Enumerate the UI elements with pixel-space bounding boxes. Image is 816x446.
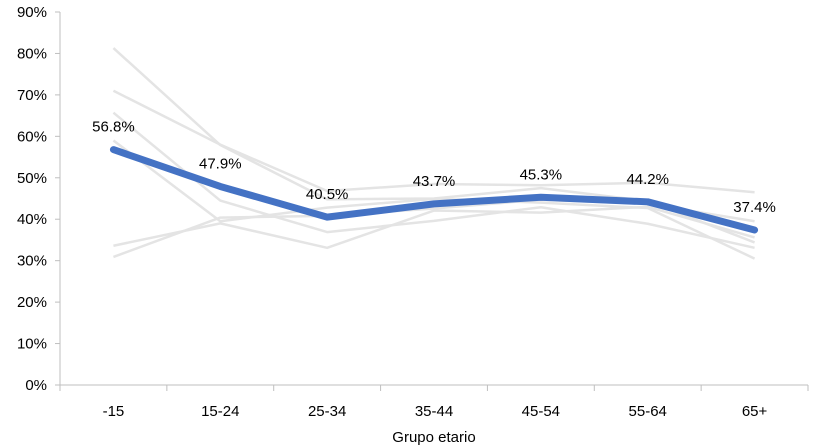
background-series xyxy=(112,47,756,260)
background-series-line xyxy=(113,205,755,250)
y-tick-label: 80% xyxy=(17,45,47,62)
x-tick-label: 35-44 xyxy=(415,403,453,420)
data-labels: 56.8% 47.9% 40.5% 43.7% 45.3% 44.2% 37.4% xyxy=(92,119,776,216)
data-label: 40.5% xyxy=(306,186,349,203)
y-tick-label: 20% xyxy=(17,294,47,311)
x-tick-label: 65+ xyxy=(742,403,768,420)
background-series-line xyxy=(112,111,755,250)
y-tick-label: 40% xyxy=(17,211,47,228)
y-tick-label: 90% xyxy=(17,4,47,21)
y-tick-label: 10% xyxy=(17,336,47,353)
x-tick-label: 25-34 xyxy=(308,403,346,420)
data-label: 43.7% xyxy=(413,173,456,190)
data-label: 45.3% xyxy=(520,166,563,183)
y-tick-label: 50% xyxy=(17,170,47,187)
y-tick-label: 0% xyxy=(25,377,47,394)
y-tick-label: 60% xyxy=(17,128,47,145)
x-axis-title: Grupo etario xyxy=(392,429,475,446)
x-tick-label: 55-64 xyxy=(629,403,667,420)
x-tick-label: 45-54 xyxy=(522,403,560,420)
y-tick-label: 70% xyxy=(17,87,47,104)
data-label: 56.8% xyxy=(92,119,135,136)
x-tick-label: -15 xyxy=(103,403,125,420)
x-tick-label: 15-24 xyxy=(201,403,239,420)
axes: 0% 10% 20% 30% 40% 50% 60% 70% 80% 90% -15 15-24 25-… xyxy=(17,4,809,420)
data-label: 44.2% xyxy=(626,171,669,188)
background-series-line xyxy=(112,198,755,259)
highlighted-series-line xyxy=(109,146,759,234)
y-tick-label: 30% xyxy=(17,253,47,270)
data-label: 37.4% xyxy=(733,199,776,216)
highlighted-series xyxy=(109,146,759,234)
data-label: 47.9% xyxy=(199,155,242,172)
background-series-line xyxy=(112,89,755,194)
